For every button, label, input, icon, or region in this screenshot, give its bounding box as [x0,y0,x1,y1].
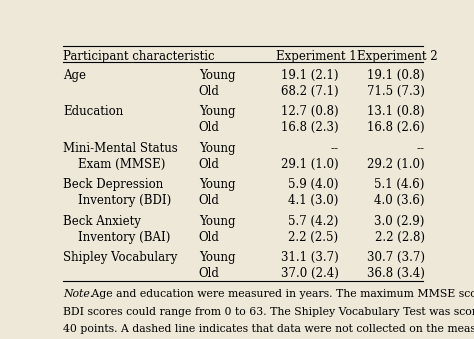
Text: 12.7 (0.8): 12.7 (0.8) [281,105,338,118]
Text: 5.1 (4.6): 5.1 (4.6) [374,178,425,191]
Text: Old: Old [199,194,220,207]
Text: Note.: Note. [63,289,93,299]
Text: Inventory (BDI): Inventory (BDI) [78,194,171,207]
Text: 30.7 (3.7): 30.7 (3.7) [367,251,425,264]
Text: --: -- [417,142,425,155]
Text: Young: Young [199,105,236,118]
Text: 5.9 (4.0): 5.9 (4.0) [288,178,338,191]
Text: Age and education were measured in years. The maximum MMSE score was 30. BAI and: Age and education were measured in years… [88,289,474,299]
Text: 40 points. A dashed line indicates that data were not collected on the measure f: 40 points. A dashed line indicates that … [63,324,474,334]
Text: Old: Old [199,84,220,98]
Text: Inventory (BAI): Inventory (BAI) [78,231,170,244]
Text: Beck Depression: Beck Depression [63,178,163,191]
Text: 29.1 (1.0): 29.1 (1.0) [281,158,338,171]
Text: Education: Education [63,105,123,118]
Text: BDI scores could range from 0 to 63. The Shipley Vocabulary Test was scored out : BDI scores could range from 0 to 63. The… [63,307,474,317]
Text: 4.1 (3.0): 4.1 (3.0) [288,194,338,207]
Text: Exam (MMSE): Exam (MMSE) [78,158,165,171]
Text: 5.7 (4.2): 5.7 (4.2) [288,215,338,228]
Text: 71.5 (7.3): 71.5 (7.3) [367,84,425,98]
Text: 36.8 (3.4): 36.8 (3.4) [367,267,425,280]
Text: 31.1 (3.7): 31.1 (3.7) [281,251,338,264]
Text: Shipley Vocabulary: Shipley Vocabulary [63,251,177,264]
Text: Young: Young [199,215,236,228]
Text: Young: Young [199,142,236,155]
Text: Young: Young [199,68,236,82]
Text: Mini-Mental Status: Mini-Mental Status [63,142,178,155]
Text: 13.1 (0.8): 13.1 (0.8) [367,105,425,118]
Text: Experiment 1: Experiment 1 [276,50,357,63]
Text: 3.0 (2.9): 3.0 (2.9) [374,215,425,228]
Text: 2.2 (2.5): 2.2 (2.5) [288,231,338,244]
Text: 68.2 (7.1): 68.2 (7.1) [281,84,338,98]
Text: 2.2 (2.8): 2.2 (2.8) [375,231,425,244]
Text: Age: Age [63,68,86,82]
Text: 16.8 (2.6): 16.8 (2.6) [367,121,425,134]
Text: 19.1 (2.1): 19.1 (2.1) [281,68,338,82]
Text: 29.2 (1.0): 29.2 (1.0) [367,158,425,171]
Text: Young: Young [199,178,236,191]
Text: Participant characteristic: Participant characteristic [63,50,215,63]
Text: 37.0 (2.4): 37.0 (2.4) [281,267,338,280]
Text: Old: Old [199,121,220,134]
Text: 16.8 (2.3): 16.8 (2.3) [281,121,338,134]
Text: Young: Young [199,251,236,264]
Text: Old: Old [199,231,220,244]
Text: Experiment 2: Experiment 2 [357,50,438,63]
Text: --: -- [330,142,338,155]
Text: Old: Old [199,158,220,171]
Text: 4.0 (3.6): 4.0 (3.6) [374,194,425,207]
Text: 19.1 (0.8): 19.1 (0.8) [367,68,425,82]
Text: Old: Old [199,267,220,280]
Text: Beck Anxiety: Beck Anxiety [63,215,141,228]
